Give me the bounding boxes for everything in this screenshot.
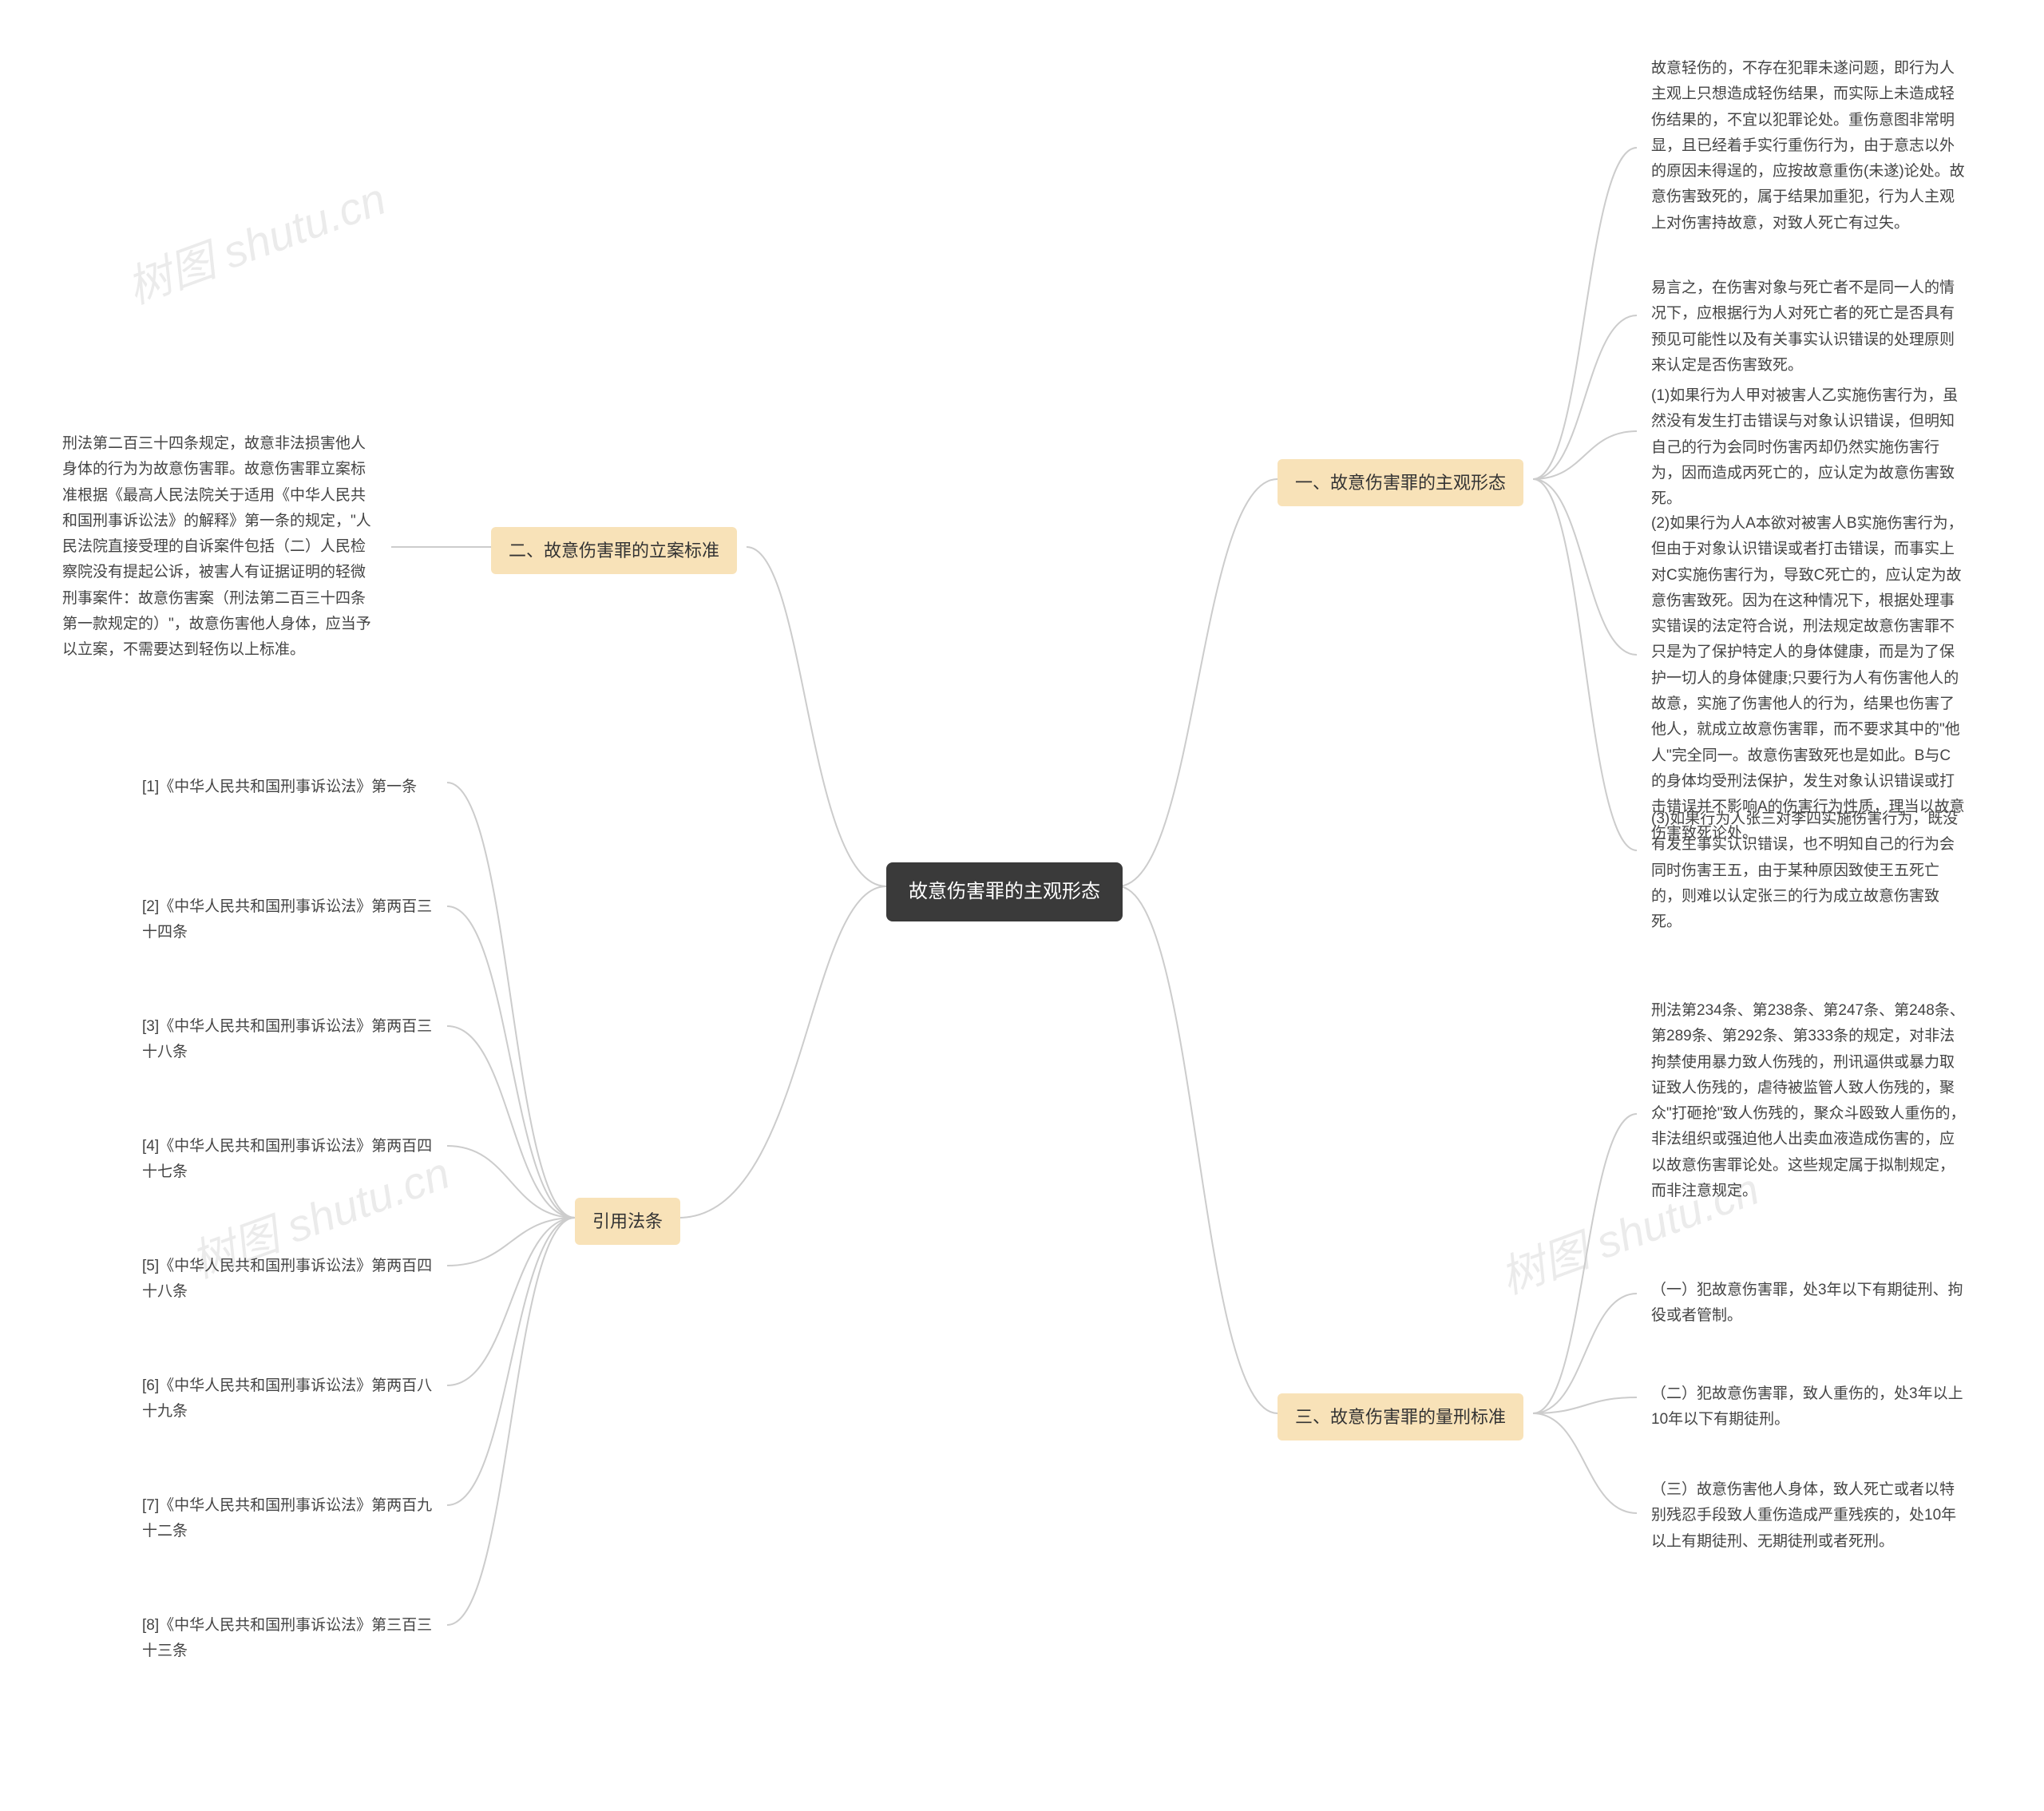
leaf-law-3: [3]《中华人民共和国刑事诉讼法》第两百三十八条 (128, 1006, 447, 1074)
leaf-r1-3: (1)如果行为人甲对被害人乙实施伤害行为，虽然没有发生打击错误与对象认识错误，但… (1637, 375, 1980, 520)
leaf-law-6: [6]《中华人民共和国刑事诉讼法》第两百八十九条 (128, 1365, 447, 1433)
leaf-law-1: [1]《中华人民共和国刑事诉讼法》第一条 (128, 767, 431, 808)
watermark-1: 树图 shutu.cn (117, 163, 394, 316)
branch-filing-standard: 二、故意伤害罪的立案标准 (491, 527, 737, 574)
leaf-r3-1: 刑法第234条、第238条、第247条、第248条、第289条、第292条、第3… (1637, 990, 1980, 1212)
leaf-r3-3: （二）犯故意伤害罪，致人重伤的，处3年以上10年以下有期徒刑。 (1637, 1373, 1980, 1441)
leaf-l2-1: 刑法第二百三十四条规定，故意非法损害他人身体的行为为故意伤害罪。故意伤害罪立案标… (48, 423, 391, 672)
root-node: 故意伤害罪的主观形态 (886, 862, 1123, 921)
leaf-r3-4: （三）故意伤害他人身体，致人死亡或者以特别残忍手段致人重伤造成严重残疾的，处10… (1637, 1469, 1980, 1563)
leaf-r1-1: 故意轻伤的，不存在犯罪未遂问题，即行为人主观上只想造成轻伤结果，而实际上未造成轻… (1637, 48, 1980, 244)
branch-cited-laws: 引用法条 (575, 1198, 680, 1245)
leaf-r1-2: 易言之，在伤害对象与死亡者不是同一人的情况下，应根据行为人对死亡者的死亡是否具有… (1637, 267, 1980, 386)
branch-subjective-form: 一、故意伤害罪的主观形态 (1278, 459, 1523, 506)
leaf-law-5: [5]《中华人民共和国刑事诉讼法》第两百四十八条 (128, 1246, 447, 1314)
leaf-law-7: [7]《中华人民共和国刑事诉讼法》第两百九十二条 (128, 1485, 447, 1553)
leaf-r1-5: (3)如果行为人张三对李四实施伤害行为，既没有发生事实认识错误，也不明知自己的行… (1637, 799, 1980, 943)
leaf-law-2: [2]《中华人民共和国刑事诉讼法》第两百三十四条 (128, 886, 447, 954)
branch-sentencing: 三、故意伤害罪的量刑标准 (1278, 1393, 1523, 1440)
leaf-law-8: [8]《中华人民共和国刑事诉讼法》第三百三十三条 (128, 1605, 447, 1673)
leaf-r3-2: （一）犯故意伤害罪，处3年以下有期徒刑、拘役或者管制。 (1637, 1270, 1980, 1337)
leaf-law-4: [4]《中华人民共和国刑事诉讼法》第两百四十七条 (128, 1126, 447, 1194)
